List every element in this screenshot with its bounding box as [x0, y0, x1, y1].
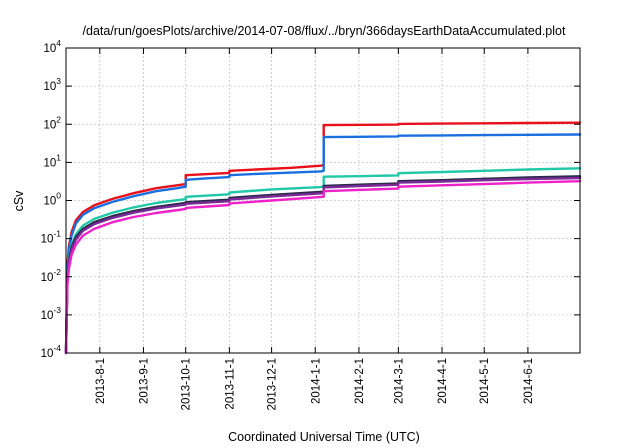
y-tick-label: 101	[43, 152, 61, 169]
y-tick-label: 10-4	[41, 343, 62, 360]
x-tick-label: 2013-11-1	[224, 358, 236, 410]
series-lines	[64, 121, 582, 355]
grid	[66, 48, 580, 353]
y-tick-label: 10-2	[41, 267, 62, 284]
x-tick-label: 2013-10-1	[181, 358, 193, 410]
x-tick-label: 2014-6-1	[523, 358, 535, 404]
y-tick-label: 10-3	[41, 305, 62, 322]
x-tick-label: 2013-12-1	[267, 358, 279, 410]
x-tick-label: 2014-3-1	[393, 358, 405, 404]
y-tick-label: 100	[43, 191, 61, 208]
y-tick-label: 104	[43, 38, 61, 55]
x-tick-label: 2014-4-1	[437, 358, 449, 404]
y-axis-label: cSv	[12, 190, 26, 212]
x-axis-label: Coordinated Universal Time (UTC)	[228, 430, 420, 444]
y-tick-label: 10-1	[41, 229, 62, 246]
x-tick-label: 2014-2-1	[354, 358, 366, 404]
x-tick-label: 2013-9-1	[138, 358, 150, 404]
chart-title: /data/run/goesPlots/archive/2014-07-08/f…	[83, 24, 566, 38]
tick-marks	[66, 47, 580, 354]
series-line	[64, 176, 582, 355]
x-tick-label: 2014-5-1	[479, 358, 491, 404]
x-tick-label: 2013-8-1	[95, 358, 107, 404]
series-line	[64, 121, 582, 355]
series-line	[64, 179, 582, 355]
y-tick-label: 103	[43, 76, 61, 93]
series-line	[64, 133, 582, 355]
y-axis-tick-labels: 10-4 10-3 10-2 10-1 100 101 102 103 104	[41, 38, 62, 360]
series-line	[64, 167, 582, 355]
y-tick-label: 102	[43, 114, 61, 131]
x-axis-tick-labels: 2013-8-1 2013-9-1 2013-10-1 2013-11-1 2013-1…	[95, 358, 535, 410]
x-tick-label: 2014-1-1	[310, 358, 322, 404]
